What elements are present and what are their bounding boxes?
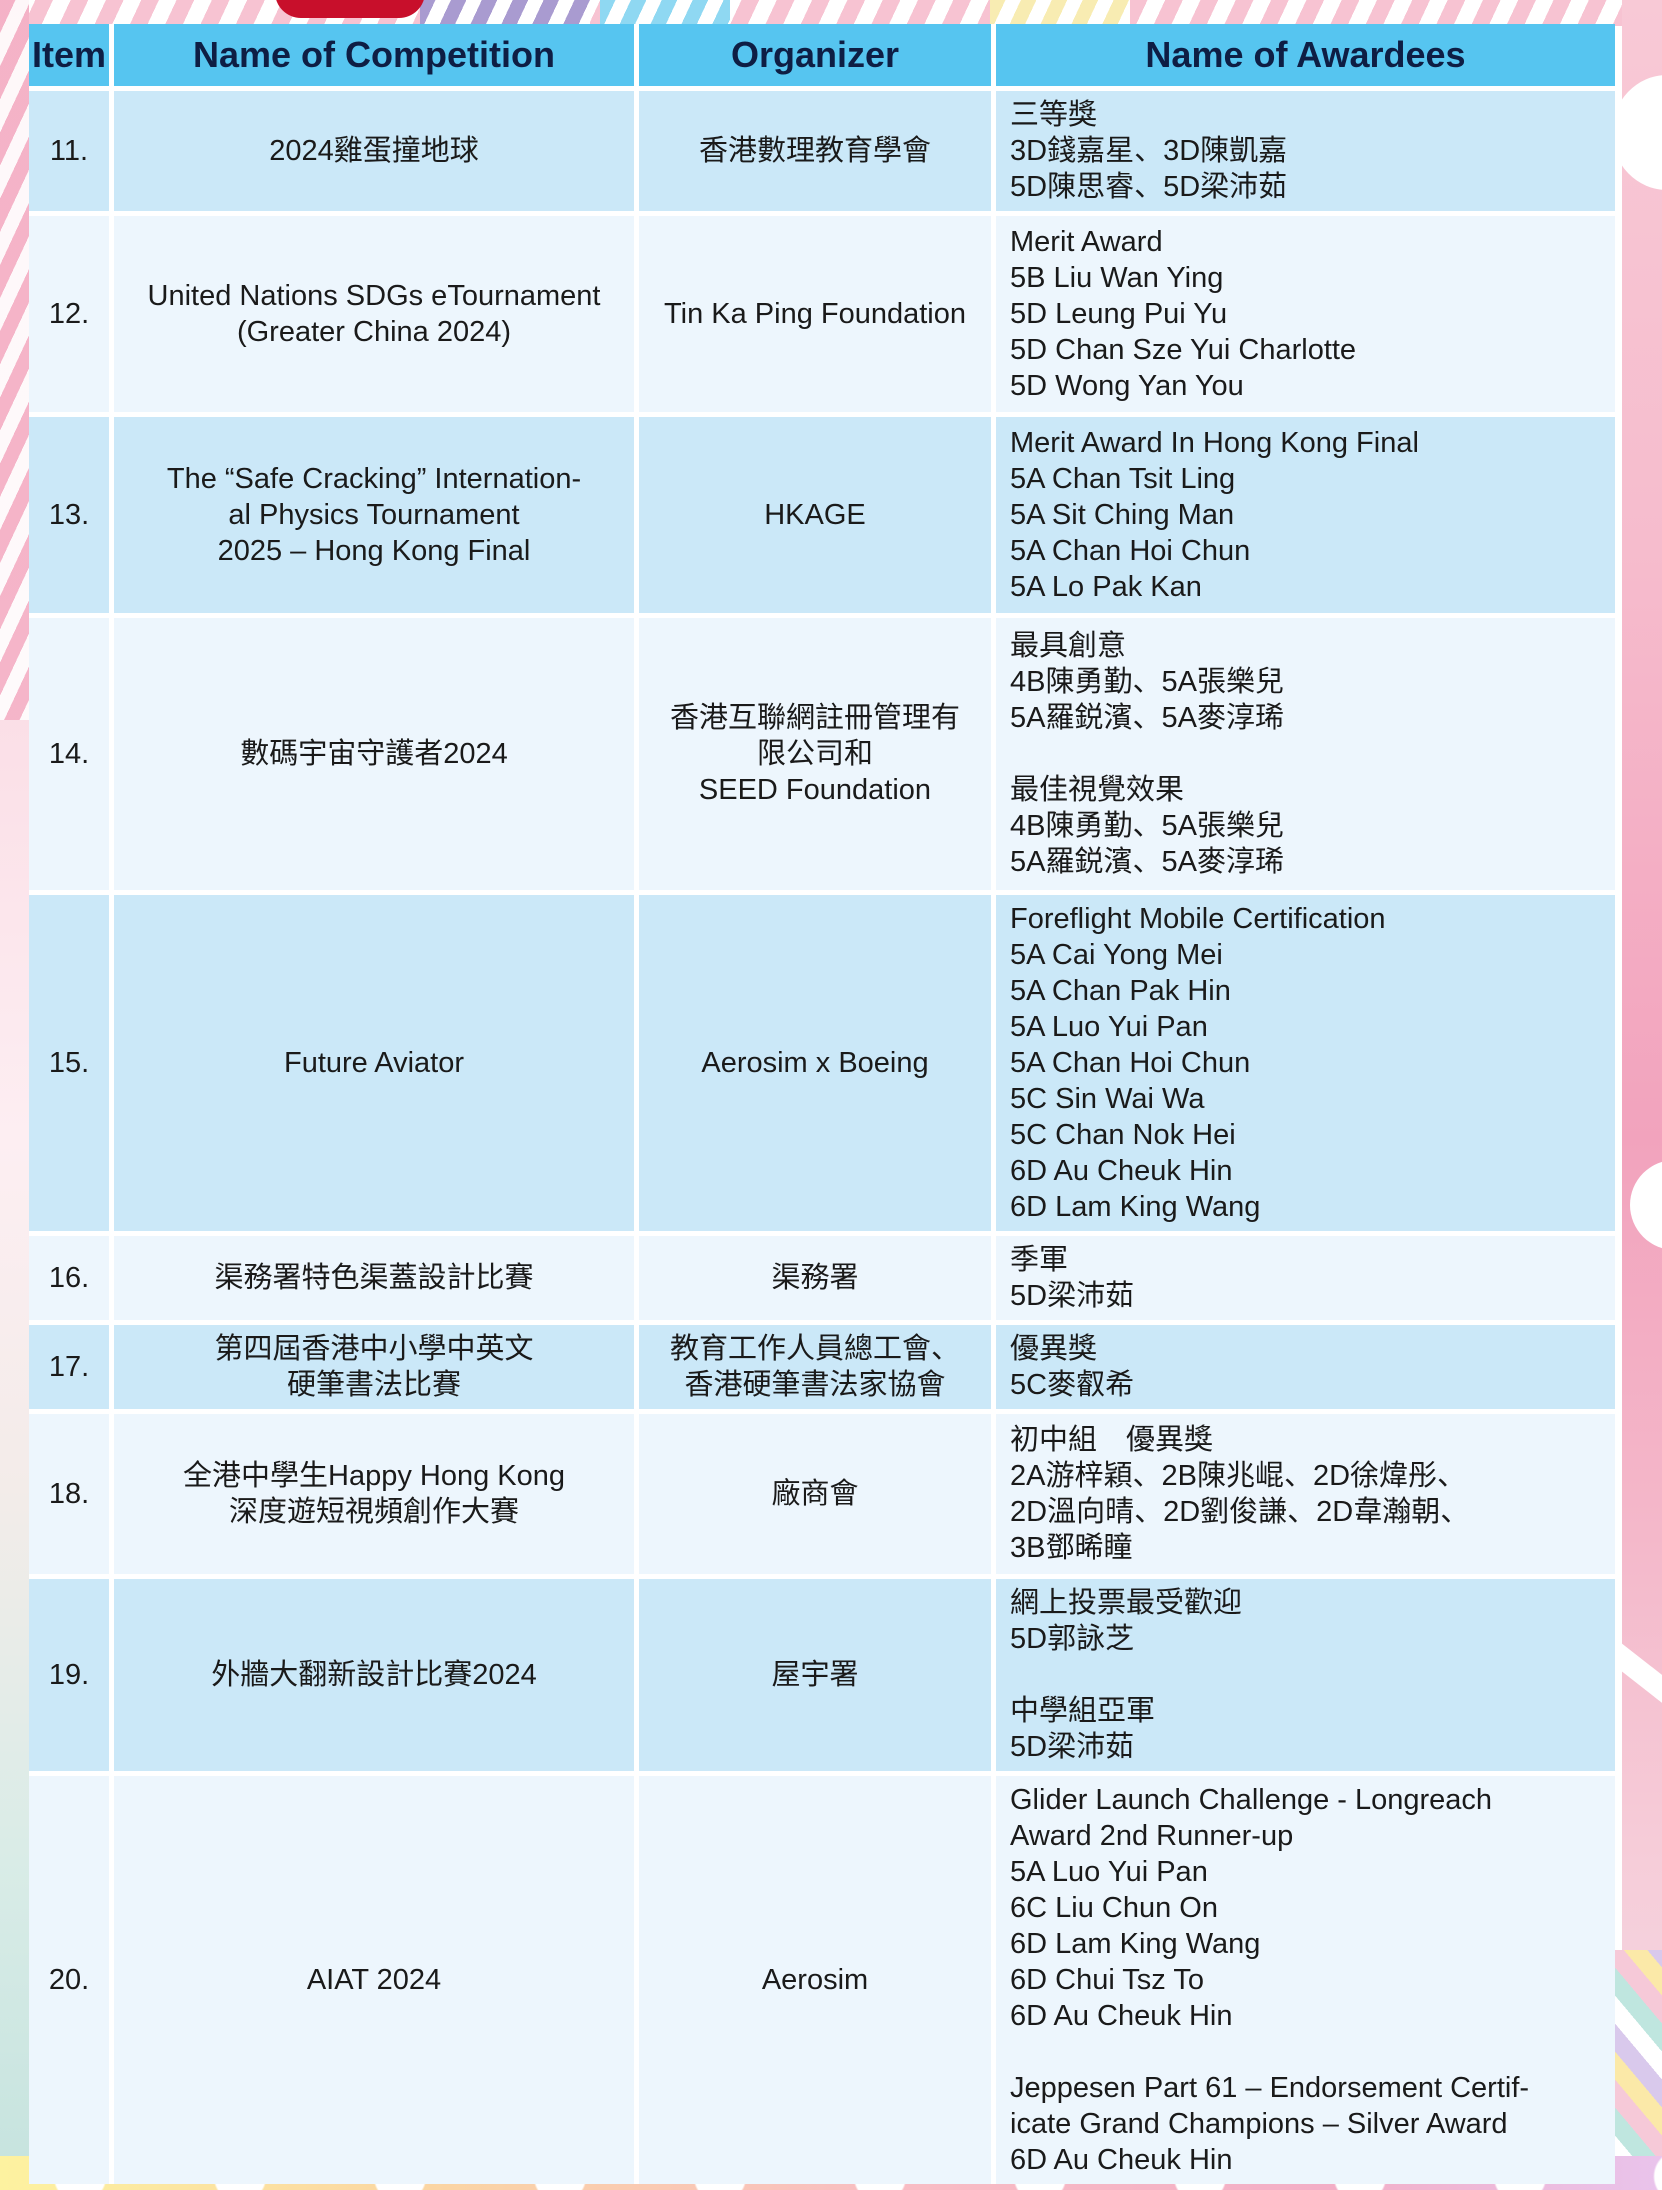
organizer-cell: 屋宇署 bbox=[639, 1579, 991, 1771]
competition-cell: 外牆大翻新設計比賽2024 bbox=[114, 1579, 634, 1771]
header-competition: Name of Competition bbox=[114, 24, 634, 86]
item-cell: 16. bbox=[29, 1236, 109, 1320]
table-row: 17. 第四屆香港中小學中英文 硬筆書法比賽 教育工作人員總工會、 香港硬筆書法… bbox=[29, 1325, 1615, 1409]
competition-cell: 第四屆香港中小學中英文 硬筆書法比賽 bbox=[114, 1325, 634, 1409]
organizer-cell: 香港數理教育學會 bbox=[639, 91, 991, 211]
table-row: 20. AIAT 2024 Aerosim Glider Launch Chal… bbox=[29, 1776, 1615, 2184]
table-row: 18. 全港中學生Happy Hong Kong 深度遊短視頻創作大賽 廠商會 … bbox=[29, 1414, 1615, 1574]
competition-cell: 2024雞蛋撞地球 bbox=[114, 91, 634, 211]
item-cell: 12. bbox=[29, 216, 109, 412]
decorative-right-band bbox=[1622, 0, 1662, 2190]
awardees-cell: Merit Award In Hong Kong Final 5A Chan T… bbox=[996, 417, 1615, 613]
table-row: 16. 渠務署特色渠蓋設計比賽 渠務署 季軍 5D梁沛茹 bbox=[29, 1236, 1615, 1320]
decorative-purple-stripes bbox=[420, 0, 590, 26]
table-row: 11. 2024雞蛋撞地球 香港數理教育學會 三等獎 3D錢嘉星、3D陳凱嘉 5… bbox=[29, 91, 1615, 211]
competition-cell: The “Safe Cracking” Internation- al Phys… bbox=[114, 417, 634, 613]
organizer-cell: HKAGE bbox=[639, 417, 991, 613]
organizer-cell: Aerosim bbox=[639, 1776, 991, 2184]
table-row: 12. United Nations SDGs eTournament (Gre… bbox=[29, 216, 1615, 412]
decorative-blue-stripes bbox=[600, 0, 730, 26]
table-row: 14. 數碼宇宙守護者2024 香港互聯網註冊管理有 限公司和 SEED Fou… bbox=[29, 618, 1615, 890]
item-cell: 13. bbox=[29, 417, 109, 613]
decorative-top-stripes bbox=[0, 0, 1662, 26]
header-item: Item bbox=[29, 24, 109, 86]
awardees-cell: 季軍 5D梁沛茹 bbox=[996, 1236, 1615, 1320]
organizer-cell: 廠商會 bbox=[639, 1414, 991, 1574]
item-cell: 18. bbox=[29, 1414, 109, 1574]
awardees-cell: 三等獎 3D錢嘉星、3D陳凱嘉 5D陳思睿、5D梁沛茹 bbox=[996, 91, 1615, 211]
awardees-cell: 最具創意 4B陳勇勤、5A張樂兒 5A羅鋭濱、5A麥淳琋 最佳視覺效果 4B陳勇… bbox=[996, 618, 1615, 890]
competition-cell: United Nations SDGs eTournament (Greater… bbox=[114, 216, 634, 412]
awardees-cell: 優異獎 5C麥叡希 bbox=[996, 1325, 1615, 1409]
awardees-cell: 網上投票最受歡迎 5D郭詠芝 中學組亞軍 5D梁沛茹 bbox=[996, 1579, 1615, 1771]
awardees-cell: 初中組 優異獎 2A游梓穎、2B陳兆崐、2D徐煒彤、 2D溫向晴、2D劉俊謙、2… bbox=[996, 1414, 1615, 1574]
table-header-row: Item Name of Competition Organizer Name … bbox=[29, 24, 1615, 86]
decorative-yellow-stripes bbox=[990, 0, 1130, 26]
awards-table: Item Name of Competition Organizer Name … bbox=[29, 24, 1615, 2184]
awardees-cell: Foreflight Mobile Certification 5A Cai Y… bbox=[996, 895, 1615, 1231]
organizer-cell: 教育工作人員總工會、 香港硬筆書法家協會 bbox=[639, 1325, 991, 1409]
organizer-cell: 渠務署 bbox=[639, 1236, 991, 1320]
header-organizer: Organizer bbox=[639, 24, 991, 86]
competition-cell: AIAT 2024 bbox=[114, 1776, 634, 2184]
table-row: 19. 外牆大翻新設計比賽2024 屋宇署 網上投票最受歡迎 5D郭詠芝 中學組… bbox=[29, 1579, 1615, 1771]
balloon-shape bbox=[275, 0, 425, 18]
organizer-cell: Aerosim x Boeing bbox=[639, 895, 991, 1231]
decorative-circle-top-right bbox=[1612, 75, 1662, 190]
item-cell: 11. bbox=[29, 91, 109, 211]
competition-cell: Future Aviator bbox=[114, 895, 634, 1231]
awardees-cell: Glider Launch Challenge - Longreach Awar… bbox=[996, 1776, 1615, 2184]
item-cell: 17. bbox=[29, 1325, 109, 1409]
awardees-cell: Merit Award 5B Liu Wan Ying 5D Leung Pui… bbox=[996, 216, 1615, 412]
decorative-left-stripes bbox=[0, 0, 29, 720]
item-cell: 19. bbox=[29, 1579, 109, 1771]
organizer-cell: 香港互聯網註冊管理有 限公司和 SEED Foundation bbox=[639, 618, 991, 890]
table-row: 15. Future Aviator Aerosim x Boeing Fore… bbox=[29, 895, 1615, 1231]
organizer-cell: Tin Ka Ping Foundation bbox=[639, 216, 991, 412]
table-row: 13. The “Safe Cracking” Internation- al … bbox=[29, 417, 1615, 613]
competition-cell: 渠務署特色渠蓋設計比賽 bbox=[114, 1236, 634, 1320]
item-cell: 20. bbox=[29, 1776, 109, 2184]
competition-cell: 數碼宇宙守護者2024 bbox=[114, 618, 634, 890]
item-cell: 14. bbox=[29, 618, 109, 890]
competition-cell: 全港中學生Happy Hong Kong 深度遊短視頻創作大賽 bbox=[114, 1414, 634, 1574]
item-cell: 15. bbox=[29, 895, 109, 1231]
header-awardees: Name of Awardees bbox=[996, 24, 1615, 86]
